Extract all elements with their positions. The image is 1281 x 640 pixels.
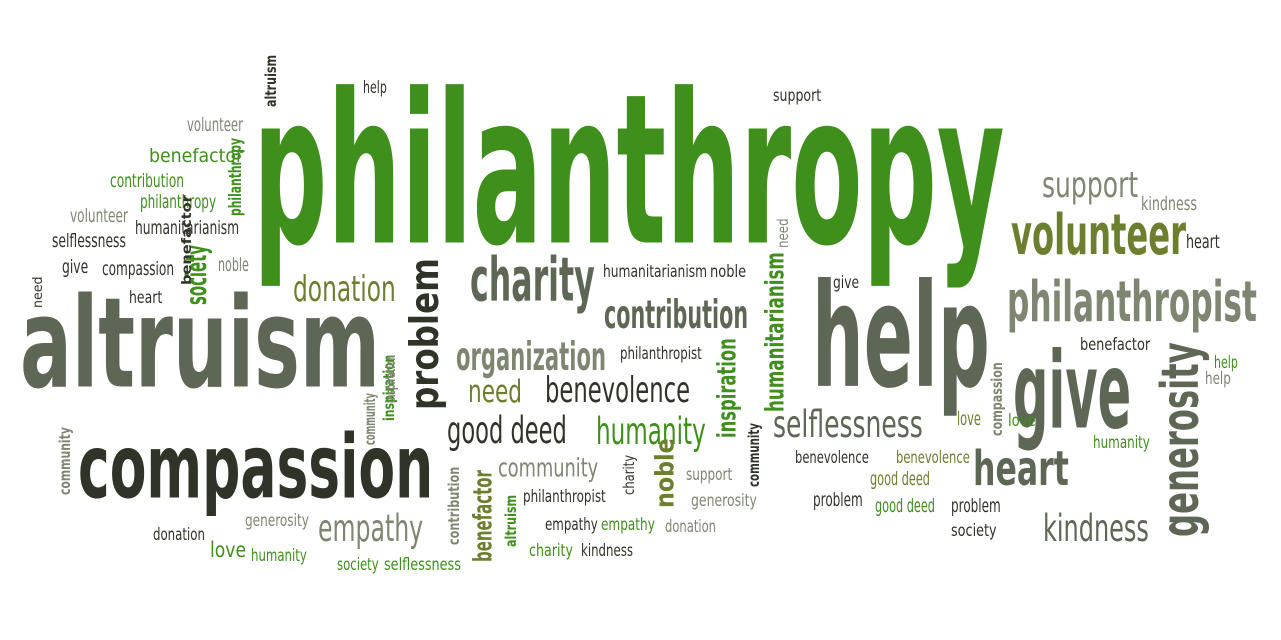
word-organization-14: organization	[456, 335, 607, 381]
word-good-deed-19: good deed	[447, 409, 567, 453]
word-problem-63: problem	[813, 489, 863, 511]
word-philanthropy-34: philanthropy	[140, 191, 217, 213]
word-donation-80: donation	[153, 525, 205, 545]
word-support-30: support	[773, 86, 822, 106]
word-noble-23: noble	[650, 438, 681, 508]
word-good-deed-61: good deed	[870, 468, 930, 490]
word-philanthropy-35: philanthropy	[226, 137, 246, 216]
word-charity-9: charity	[470, 244, 595, 315]
word-benefactor-24: benefactor	[468, 470, 499, 562]
word-good-deed-62: good deed	[875, 495, 935, 517]
word-noble-52: noble	[710, 262, 747, 282]
word-heart-8: heart	[973, 441, 1069, 497]
word-help-55: help	[1205, 369, 1231, 389]
word-altruism-76: altruism	[502, 494, 520, 547]
word-benefactor-54: benefactor	[1080, 335, 1151, 355]
word-empathy-71: empathy	[545, 515, 598, 535]
word-need-49: need	[774, 218, 792, 248]
word-community-78: community	[361, 393, 379, 445]
word-kindness-11: kindness	[1043, 507, 1149, 551]
word-help-29: help	[363, 78, 387, 98]
word-benefactor-86: benefactor	[180, 195, 195, 285]
word-contribution-33: contribution	[110, 170, 185, 192]
word-love-46: love	[957, 408, 981, 430]
word-support-12: support	[1042, 165, 1139, 206]
word-charity-67: charity	[620, 454, 638, 495]
word-contribution-13: contribution	[604, 293, 749, 339]
word-need-42: need	[31, 276, 46, 308]
word-compassion-2: compassion	[78, 416, 434, 519]
word-charity-73: charity	[529, 541, 574, 561]
word-help-3: help	[812, 253, 990, 421]
word-kindness-47: kindness	[1141, 193, 1197, 215]
word-altruism-28: altruism	[262, 54, 280, 107]
word-volunteer-6: volunteer	[1011, 203, 1186, 269]
word-give-4: give	[1013, 329, 1132, 454]
word-problem-10: problem	[403, 257, 449, 410]
word-benevolence-60: benevolence	[896, 448, 970, 468]
word-contribution-77: contribution	[445, 466, 463, 545]
word-benevolence-17: benevolence	[545, 370, 691, 411]
word-selflessness-85: selflessness	[384, 555, 461, 575]
word-compassion-40: compassion	[102, 258, 175, 280]
word-humanity-83: humanity	[251, 546, 307, 566]
word-philanthropist-53: philanthropist	[620, 344, 702, 364]
word-help-87: help	[1214, 353, 1238, 373]
word-community-22: community	[498, 453, 599, 484]
word-donation-15: donation	[293, 269, 396, 310]
word-donation-70: donation	[665, 517, 716, 537]
word-love-82: love	[210, 538, 247, 562]
word-volunteer-31: volunteer	[187, 114, 243, 136]
word-support-68: support	[686, 465, 733, 485]
word-society-65: society	[951, 521, 997, 541]
word-give-50: give	[833, 273, 860, 293]
word-compassion-56: compassion	[988, 362, 1006, 436]
word-kindness-74: kindness	[581, 541, 634, 561]
word-humanitarianism-26: humanitarianism	[760, 252, 791, 412]
word-philanthropist-5: philanthropist	[1007, 270, 1257, 336]
word-philanthropy-0: philanthropy	[253, 48, 1005, 293]
word-noble-41: noble	[218, 254, 249, 276]
word-community-44: community	[56, 427, 74, 495]
word-humanitarianism-51: humanitarianism	[603, 262, 708, 282]
word-empathy-21: empathy	[318, 507, 424, 551]
word-problem-64: problem	[951, 495, 1001, 517]
word-society-84: society	[337, 555, 379, 575]
word-generosity-7: generosity	[1151, 342, 1211, 537]
word-need-20: need	[468, 373, 522, 410]
word-heart-43: heart	[129, 288, 163, 308]
word-give-39: give	[62, 256, 89, 278]
word-humanity-18: humanity	[596, 410, 706, 454]
word-humanity-58: humanity	[1093, 433, 1150, 453]
word-humanitarianism-37: humanitarianism	[135, 217, 240, 239]
word-philanthropist-75: philanthropist	[523, 487, 606, 507]
word-volunteer-36: volunteer	[70, 205, 128, 227]
word-altruism-1: altruism	[20, 271, 381, 417]
word-inspiration-25: inspiration	[712, 338, 743, 438]
word-selflessness-16: selflessness	[773, 403, 923, 447]
word-community-66: community	[745, 423, 763, 487]
word-generosity-81: generosity	[245, 511, 309, 531]
word-heart-48: heart	[1186, 231, 1220, 253]
word-empathy-72: empathy	[601, 515, 655, 535]
word-inspiration-79: inspiration	[384, 354, 399, 403]
word-selflessness-38: selflessness	[52, 230, 126, 252]
word-love-57: love	[1008, 411, 1036, 431]
word-benefactor-32: benefactor	[149, 145, 244, 167]
word-generosity-69: generosity	[691, 491, 757, 511]
word-benevolence-59: benevolence	[795, 448, 869, 468]
